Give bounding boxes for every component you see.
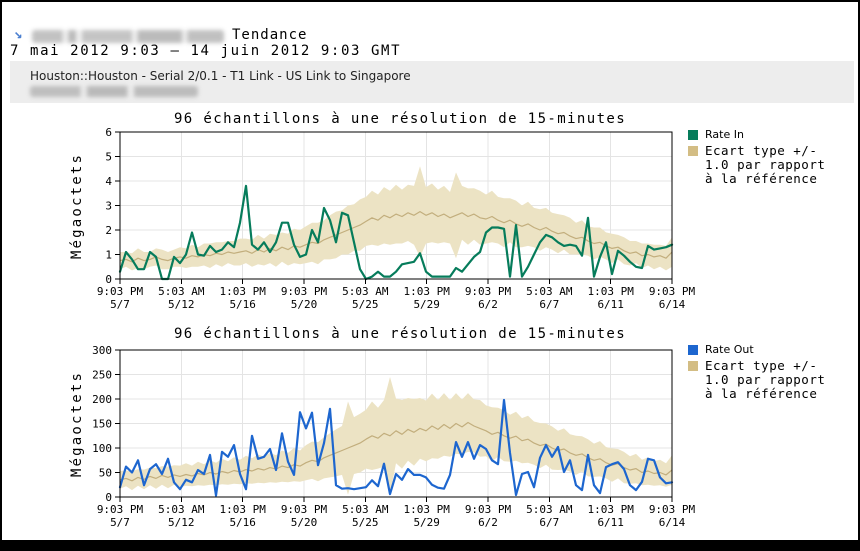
svg-text:9:03 PM: 9:03 PM xyxy=(97,503,144,516)
svg-text:1:03 PM: 1:03 PM xyxy=(404,285,451,298)
svg-text:2: 2 xyxy=(105,224,112,237)
legend-label: Ecart type +/- 1.0 par rapport à la réfé… xyxy=(705,358,826,401)
svg-text:5:03 AM: 5:03 AM xyxy=(158,503,205,516)
svg-text:9:03 PM: 9:03 PM xyxy=(465,503,512,516)
svg-text:9:03 PM: 9:03 PM xyxy=(281,503,328,516)
svg-text:0: 0 xyxy=(105,273,112,286)
legend-entry-rate-out: Rate Out xyxy=(688,343,856,356)
svg-text:5/25: 5/25 xyxy=(352,298,379,310)
page-title: Tendance xyxy=(232,27,308,43)
svg-text:5/25: 5/25 xyxy=(352,516,379,528)
interface-info-box: Houston::Houston - Serial 2/0.1 - T1 Lin… xyxy=(10,61,854,103)
svg-text:5/20: 5/20 xyxy=(291,298,318,310)
legend-entry-band: Ecart type +/- 1.0 par rapport à la réfé… xyxy=(688,144,856,186)
svg-text:6/2: 6/2 xyxy=(478,516,498,528)
svg-text:5/29: 5/29 xyxy=(413,298,440,310)
svg-text:1:03 PM: 1:03 PM xyxy=(220,503,267,516)
svg-text:9:03 PM: 9:03 PM xyxy=(97,285,144,298)
chart-legend: Rate Out Ecart type +/- 1.0 par rapport … xyxy=(688,343,856,404)
svg-text:1:03 PM: 1:03 PM xyxy=(220,285,267,298)
svg-text:9:03 PM: 9:03 PM xyxy=(465,285,512,298)
svg-text:50: 50 xyxy=(99,467,112,480)
svg-text:100: 100 xyxy=(92,442,112,455)
band-swatch xyxy=(688,361,698,371)
window-bottom-bar xyxy=(2,540,858,549)
interface-description: Houston::Houston - Serial 2/0.1 - T1 Lin… xyxy=(30,69,411,83)
svg-text:5/12: 5/12 xyxy=(168,516,195,528)
svg-text:5:03 AM: 5:03 AM xyxy=(526,503,573,516)
legend-label: Rate Out xyxy=(705,343,754,356)
svg-text:6/2: 6/2 xyxy=(478,298,498,310)
svg-text:5/16: 5/16 xyxy=(229,298,256,310)
svg-text:5:03 AM: 5:03 AM xyxy=(526,285,573,298)
svg-text:6/7: 6/7 xyxy=(539,516,559,528)
chart-title: 96 échantillons à une résolution de 15-m… xyxy=(173,111,627,127)
redacted-probe-name xyxy=(30,86,198,97)
svg-text:6/11: 6/11 xyxy=(597,298,624,310)
svg-text:5/20: 5/20 xyxy=(291,516,318,528)
redacted-device-name xyxy=(32,30,224,43)
y-axis-label: Mégaoctets xyxy=(69,152,85,260)
svg-text:300: 300 xyxy=(92,344,112,357)
svg-text:5:03 AM: 5:03 AM xyxy=(158,285,205,298)
svg-text:5/16: 5/16 xyxy=(229,516,256,528)
svg-text:1:03 PM: 1:03 PM xyxy=(588,503,635,516)
svg-text:9:03 PM: 9:03 PM xyxy=(649,503,696,516)
svg-text:3: 3 xyxy=(105,200,112,213)
svg-text:5/7: 5/7 xyxy=(110,516,130,528)
rate-out-swatch xyxy=(688,344,698,355)
svg-text:250: 250 xyxy=(92,369,112,382)
date-range: 7 mai 2012 9:03 – 14 juin 2012 9:03 GMT xyxy=(10,43,402,59)
band-swatch xyxy=(688,146,698,156)
legend-entry-band: Ecart type +/- 1.0 par rapport à la réfé… xyxy=(688,359,856,401)
chart-title: 96 échantillons à une résolution de 15-m… xyxy=(173,326,627,342)
legend-entry-rate-in: Rate In xyxy=(688,128,856,141)
svg-text:9:03 PM: 9:03 PM xyxy=(649,285,696,298)
svg-text:9:03 PM: 9:03 PM xyxy=(281,285,328,298)
y-axis-label: Mégaoctets xyxy=(69,370,85,478)
svg-text:200: 200 xyxy=(92,393,112,406)
svg-text:1: 1 xyxy=(105,249,112,262)
trend-arrow-icon: ↘ xyxy=(14,26,23,42)
svg-text:5/12: 5/12 xyxy=(168,298,195,310)
svg-text:1:03 PM: 1:03 PM xyxy=(404,503,451,516)
svg-text:4: 4 xyxy=(105,175,112,188)
svg-text:6/14: 6/14 xyxy=(659,298,686,310)
chart-legend: Rate In Ecart type +/- 1.0 par rapport à… xyxy=(688,128,856,189)
svg-text:0: 0 xyxy=(105,491,112,504)
svg-text:5: 5 xyxy=(105,151,112,164)
legend-label: Ecart type +/- 1.0 par rapport à la réfé… xyxy=(705,143,826,186)
svg-text:5/7: 5/7 xyxy=(110,298,130,310)
svg-text:1:03 PM: 1:03 PM xyxy=(588,285,635,298)
svg-text:6/14: 6/14 xyxy=(659,516,686,528)
svg-text:5/29: 5/29 xyxy=(413,516,440,528)
svg-text:5:03 AM: 5:03 AM xyxy=(342,285,389,298)
legend-label: Rate In xyxy=(705,128,744,141)
rate-in-swatch xyxy=(688,129,698,140)
svg-text:6: 6 xyxy=(105,126,112,139)
svg-text:6/11: 6/11 xyxy=(597,516,624,528)
svg-text:150: 150 xyxy=(92,418,112,431)
svg-text:5:03 AM: 5:03 AM xyxy=(342,503,389,516)
svg-text:6/7: 6/7 xyxy=(539,298,559,310)
